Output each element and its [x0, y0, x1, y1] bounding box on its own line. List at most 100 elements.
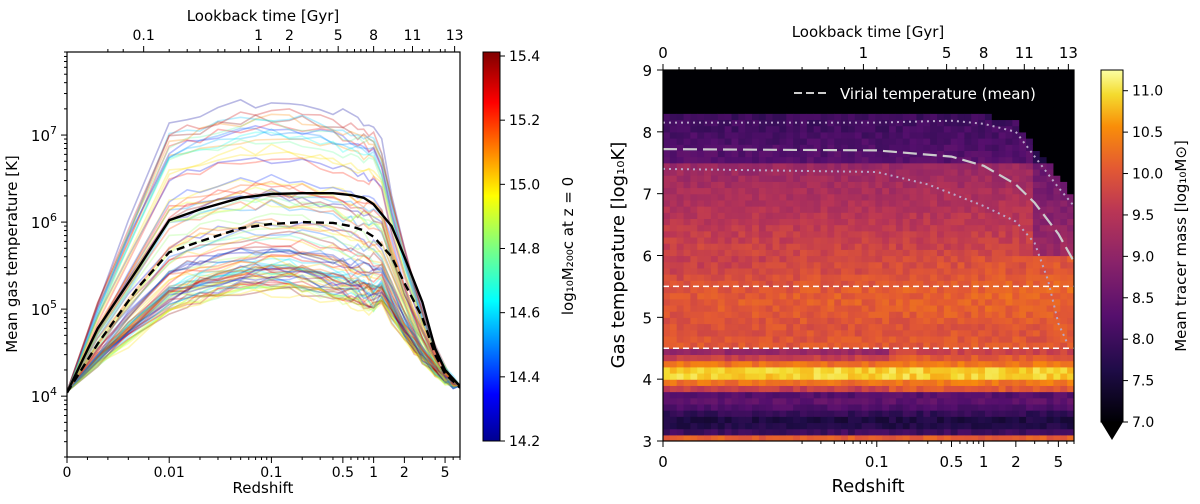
- heatmap-cell: [943, 416, 952, 424]
- heatmap-cell: [710, 76, 719, 83]
- heatmap-cell: [943, 317, 952, 325]
- heatmap-cell: [957, 410, 965, 417]
- heatmap-cell: [971, 360, 979, 368]
- heatmap-cell: [779, 94, 787, 102]
- heatmap-cell: [971, 76, 979, 83]
- heatmap-cell: [882, 304, 890, 312]
- heatmap-cell: [998, 168, 1007, 176]
- heatmap-cell: [1012, 379, 1020, 386]
- heatmap-cell: [765, 162, 774, 170]
- heatmap-cell: [704, 385, 712, 393]
- heatmap-cell: [991, 403, 1000, 411]
- heatmap-cell: [923, 131, 931, 139]
- heatmap-cell: [909, 354, 918, 362]
- heatmap-cell: [1039, 162, 1048, 170]
- heatmap-cell: [731, 88, 739, 96]
- heatmap-cell: [800, 138, 808, 145]
- heatmap-cell: [690, 261, 698, 269]
- heatmap-cell: [793, 107, 801, 114]
- heatmap-cell: [937, 218, 945, 226]
- heatmap-cell: [758, 323, 767, 331]
- heatmap-cell: [923, 274, 931, 281]
- heatmap-cell: [868, 354, 876, 362]
- heatmap-cell: [1005, 224, 1013, 232]
- heatmap-cell: [902, 243, 911, 250]
- halo-line: [67, 199, 460, 393]
- heatmap-cell: [738, 428, 746, 436]
- heatmap-cell: [854, 230, 863, 238]
- heatmap-cell: [793, 428, 801, 436]
- heatmap-cell: [937, 286, 945, 294]
- heatmap-cell: [710, 342, 719, 349]
- heatmap-cell: [1012, 348, 1020, 356]
- heatmap-cell: [930, 360, 938, 368]
- heatmap-cell: [765, 168, 774, 176]
- heatmap-cell: [1026, 255, 1034, 263]
- heatmap-cell: [868, 348, 876, 356]
- heatmap-cell: [889, 107, 897, 114]
- heatmap-cell: [971, 236, 979, 244]
- heatmap-cell: [772, 150, 781, 158]
- heatmap-cell: [1046, 410, 1055, 417]
- heatmap-cell: [902, 342, 911, 349]
- heatmap-cell: [1019, 422, 1027, 430]
- heatmap-cell: [950, 267, 959, 275]
- heatmap-cell: [663, 206, 671, 213]
- heatmap-cell: [964, 206, 972, 213]
- heatmap-cell: [820, 329, 828, 337]
- heatmap-cell: [1032, 82, 1041, 90]
- heatmap-cell: [676, 150, 685, 158]
- heatmap-cell: [902, 144, 911, 151]
- heatmap-cell: [813, 249, 822, 257]
- heatmap-cell: [847, 391, 856, 399]
- heatmap-cell: [841, 360, 849, 368]
- heatmap-cell: [950, 360, 959, 368]
- heatmap-cell: [950, 199, 959, 207]
- heatmap-cell: [841, 156, 849, 164]
- heatmap-cell: [745, 249, 753, 257]
- heatmap-cell: [710, 206, 719, 213]
- heatmap-cell: [950, 323, 959, 331]
- heatmap-cell: [752, 206, 760, 213]
- heatmap-cell: [813, 113, 822, 121]
- heatmap-cell: [1012, 428, 1020, 436]
- heatmap-cell: [752, 410, 760, 417]
- heatmap-cell: [745, 150, 753, 158]
- heatmap-cell: [813, 360, 822, 368]
- heatmap-cell: [676, 181, 685, 189]
- heatmap-cell: [738, 292, 746, 300]
- halo-line: [67, 198, 460, 393]
- heatmap-cell: [998, 416, 1007, 424]
- heatmap-cell: [697, 212, 705, 219]
- heatmap-cell: [717, 298, 726, 306]
- heatmap-cell: [895, 397, 904, 405]
- heatmap-cell: [937, 360, 945, 368]
- heatmap-cell: [731, 206, 739, 213]
- heatmap-cell: [1019, 131, 1027, 139]
- heatmap-cell: [663, 236, 671, 244]
- heatmap-cell: [1039, 428, 1048, 436]
- heatmap-cell: [1005, 212, 1013, 219]
- heatmap-cell: [902, 218, 911, 226]
- heatmap-cell: [998, 391, 1007, 399]
- heatmap-cell: [895, 100, 904, 108]
- heatmap-cell: [957, 298, 965, 306]
- heatmap-cell: [841, 329, 849, 337]
- heatmap-cell: [978, 88, 986, 96]
- heatmap-cell: [697, 144, 705, 151]
- heatmap-cell: [779, 144, 787, 151]
- heatmap-cell: [704, 323, 712, 331]
- heatmap-cell: [909, 428, 918, 436]
- heatmap-cell: [957, 255, 965, 263]
- heatmap-cell: [902, 131, 911, 139]
- heatmap-cell: [1019, 113, 1027, 121]
- colorbar-tick-label: 10.0: [1132, 167, 1163, 183]
- heatmap-cell: [731, 144, 739, 151]
- heatmap-cell: [772, 267, 781, 275]
- heatmap-cell: [800, 379, 808, 386]
- heatmap-cell: [765, 280, 774, 288]
- heatmap-cell: [943, 168, 952, 176]
- heatmap-cell: [813, 267, 822, 275]
- heatmap-cell: [710, 125, 719, 133]
- heatmap-cell: [786, 311, 794, 318]
